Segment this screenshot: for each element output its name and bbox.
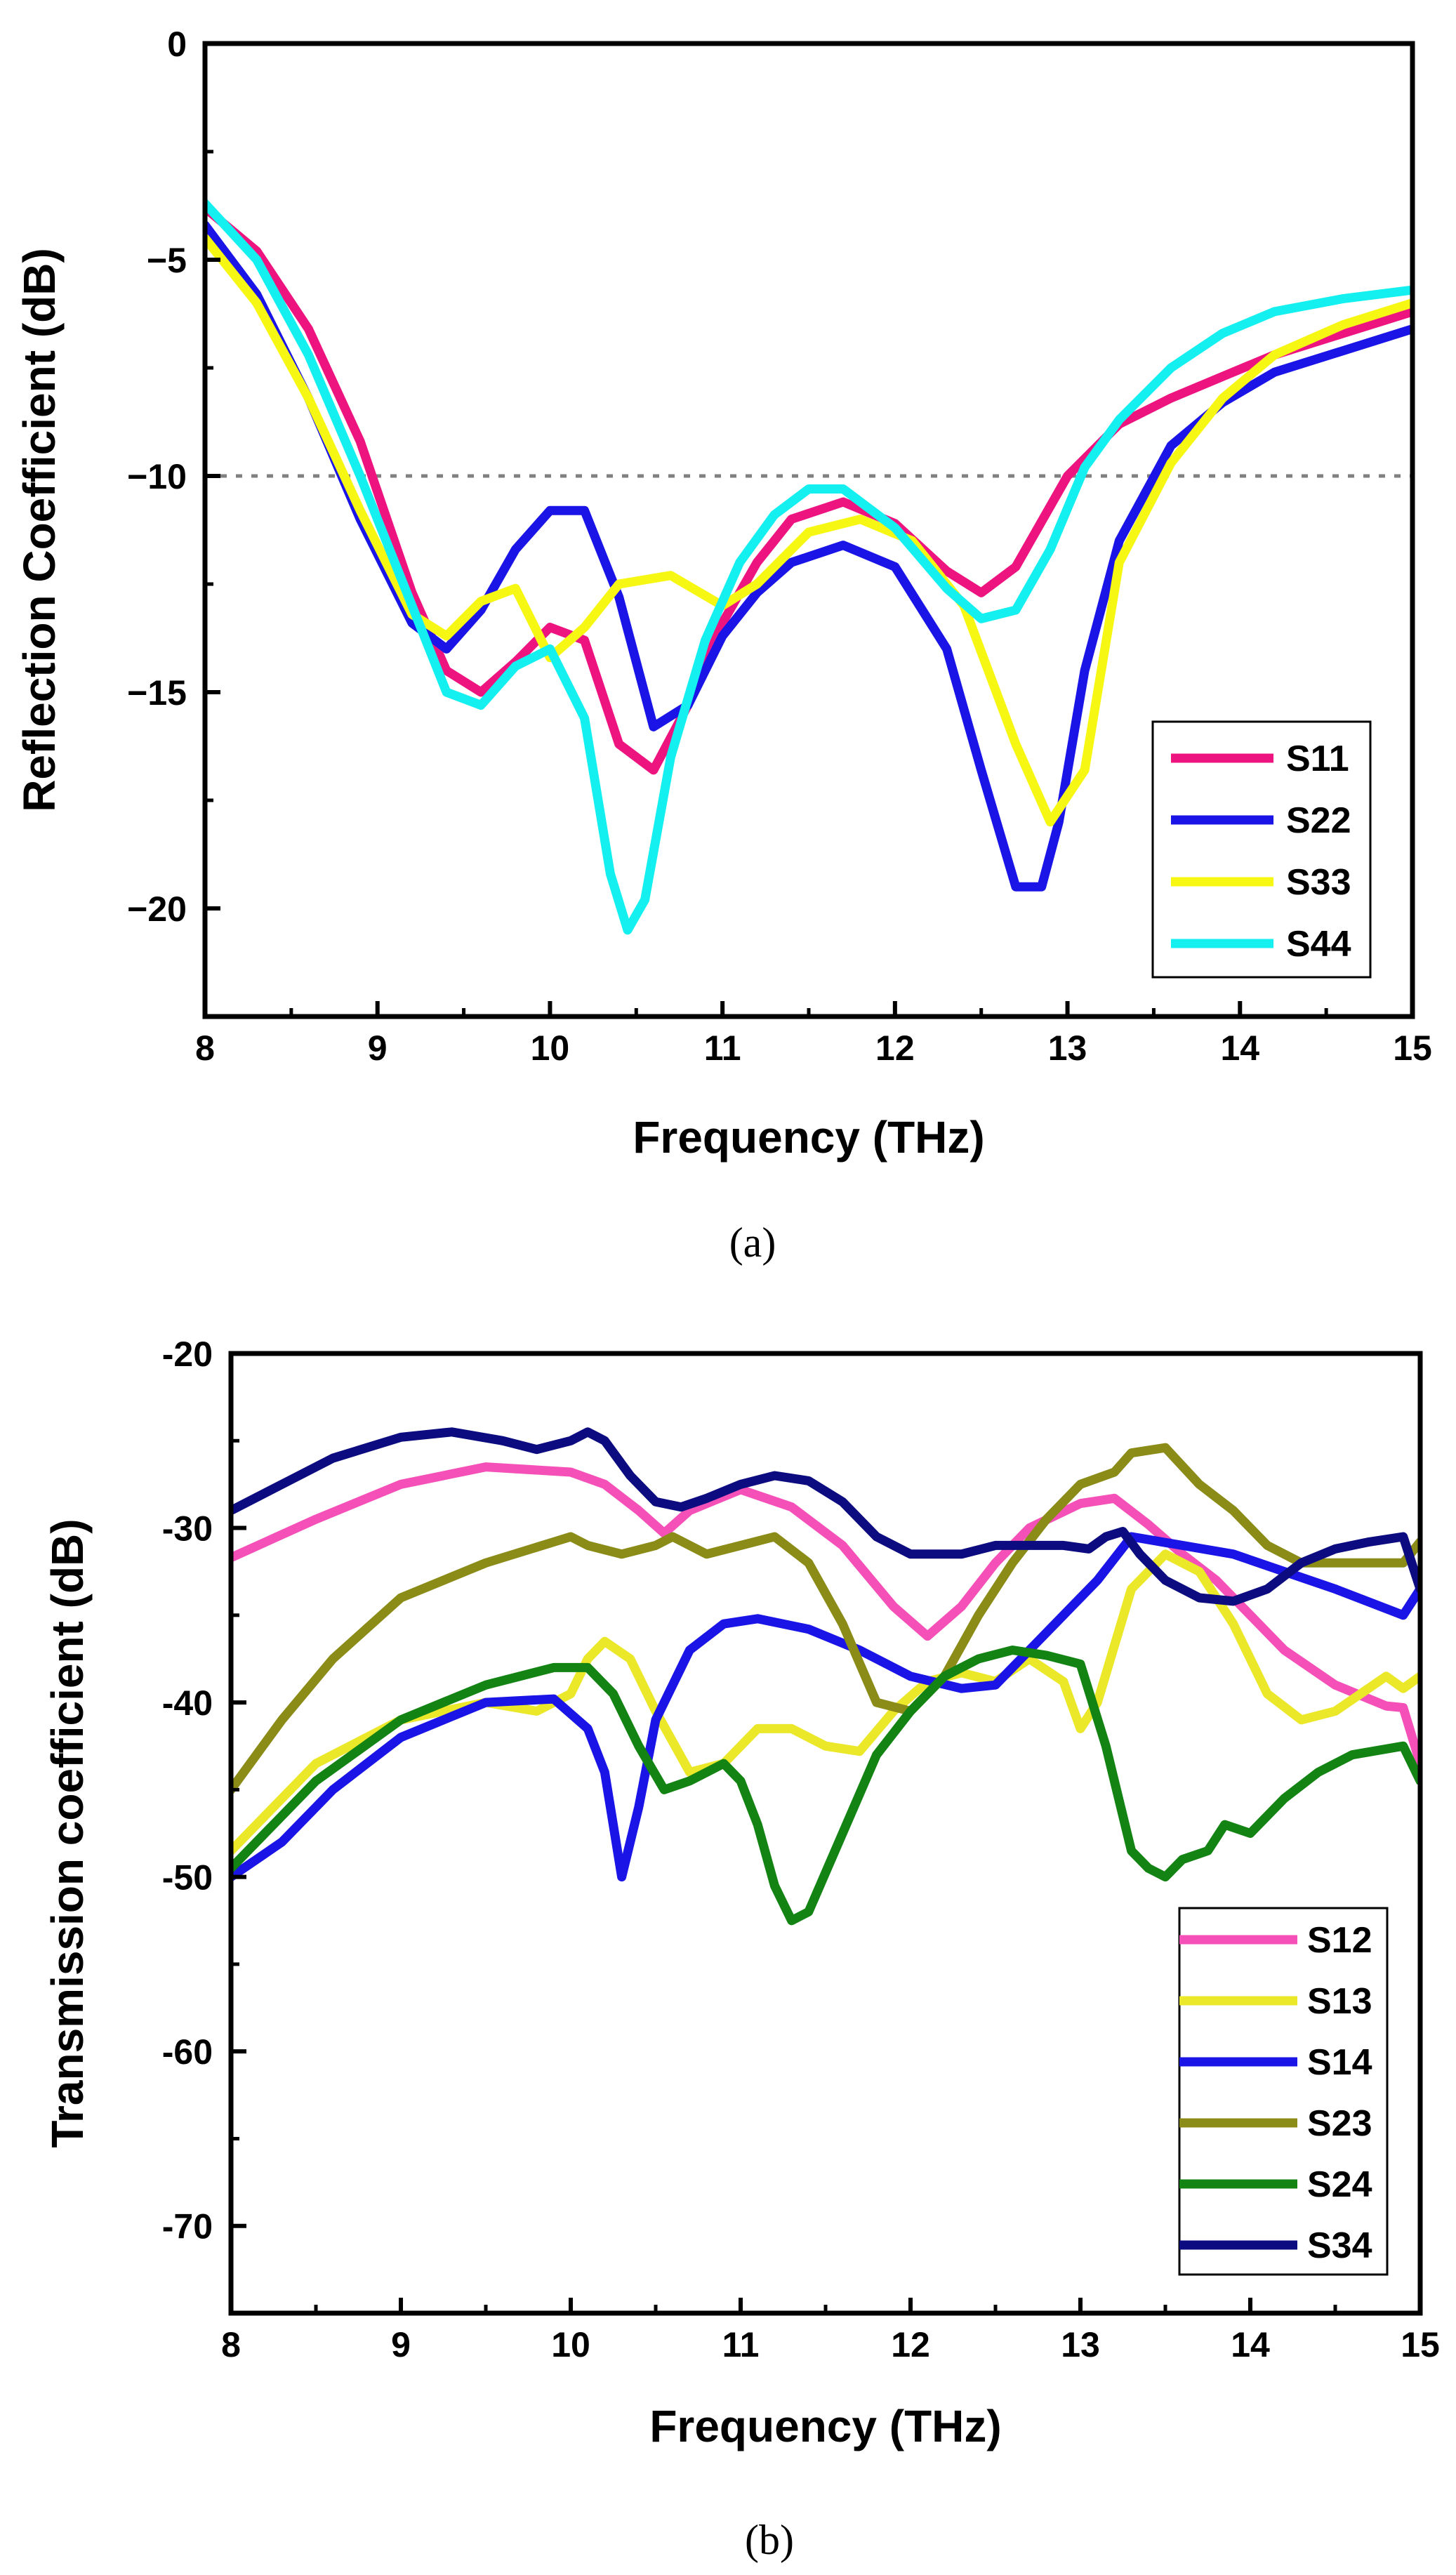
series-line-s13 [231, 1549, 1420, 1855]
legend-box [1178, 1907, 1389, 2276]
series-line-s22 [205, 220, 1412, 892]
legend: S11 S22 S33 S44 [1151, 720, 1372, 979]
x-tick-label: 15 [1393, 1028, 1432, 1068]
y-tick-label: -30 [162, 1509, 213, 1549]
x-tick-label: 9 [391, 2325, 411, 2364]
legend-label-s22: S22 [1286, 800, 1351, 841]
legend-label-s33: S33 [1286, 862, 1351, 903]
y-tick-label: -20 [162, 1335, 213, 1374]
x-tick-label: 10 [551, 2325, 590, 2364]
x-tick-label: 11 [704, 1028, 741, 1068]
x-tick-label: 15 [1401, 2325, 1440, 2364]
x-axis-title: Frequency (THz) [649, 2401, 1001, 2451]
series-line-s34 [231, 1427, 1420, 1606]
legend-label-s14: S14 [1307, 2042, 1372, 2083]
x-tick-label: 9 [368, 1028, 388, 1068]
y-tick-label: -70 [162, 2207, 213, 2246]
y-axis-title: Reflection Coefficient (dB) [14, 248, 65, 812]
x-tick-label: 12 [875, 1028, 915, 1068]
x-tick-label: 14 [1231, 2325, 1270, 2364]
y-tick-label: 0 [167, 25, 187, 64]
legend-label-s23: S23 [1307, 2103, 1372, 2144]
x-tick-label: 11 [722, 2325, 760, 2364]
legend: S12 S13 S14 S23 S24 S34 [1178, 1907, 1389, 2276]
series-line-s12 [231, 1462, 1420, 1768]
legend-label-s34: S34 [1307, 2225, 1372, 2266]
x-tick-label: 12 [891, 2325, 930, 2364]
x-tick-label: 14 [1220, 1028, 1259, 1068]
series-line-s24 [231, 1646, 1420, 1926]
y-tick-label: -40 [162, 1683, 213, 1723]
y-tick-label: -50 [162, 1858, 213, 1898]
y-tick-label: −5 [147, 241, 187, 280]
legend-label-s12: S12 [1307, 1920, 1372, 1961]
x-tick-label: 8 [221, 2325, 241, 2364]
legend-label-s24: S24 [1307, 2164, 1372, 2205]
figure-caption: (a) [729, 1219, 776, 1266]
figure-caption: (b) [745, 2517, 794, 2563]
x-tick-label: 13 [1061, 2325, 1100, 2364]
y-tick-label: −20 [127, 889, 187, 929]
y-tick-label: −15 [127, 673, 187, 713]
legend-label-s13: S13 [1307, 1981, 1372, 2022]
chart-b-transmission: 8 9 10 11 12 13 14 15 -20 -30 -40 -50 -60 -70 Frequenc… [42, 1335, 1440, 2563]
legend-label-s11: S11 [1286, 739, 1349, 779]
chart-a-reflection: 8 9 10 11 12 13 14 15 0 −5 −10 −15 −20 Frequency (THz… [14, 25, 1432, 1266]
legend-box [1151, 720, 1372, 979]
x-tick-label: 8 [195, 1028, 215, 1068]
x-tick-label: 10 [531, 1028, 570, 1068]
series-group [205, 199, 1412, 935]
x-tick-label: 13 [1048, 1028, 1087, 1068]
x-axis-title: Frequency (THz) [633, 1112, 984, 1163]
y-axis-title: Transmission coefficient (dB) [42, 1518, 93, 2147]
series-line-s33 [205, 233, 1412, 827]
y-tick-label: −10 [127, 457, 187, 496]
series-group [231, 1427, 1420, 1926]
y-tick-label: -60 [162, 2032, 213, 2072]
legend-label-s44: S44 [1286, 924, 1351, 965]
series-line-s44 [205, 199, 1412, 935]
series-line-s23 [231, 1443, 1420, 1794]
series-line-s14 [231, 1532, 1420, 1882]
